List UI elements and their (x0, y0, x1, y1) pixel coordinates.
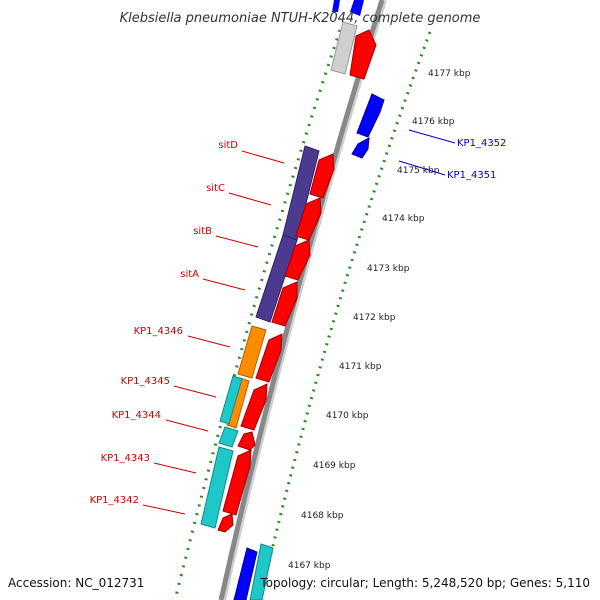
gene-cyan-4344[interactable] (218, 426, 239, 448)
tick-label-4175: 4175 kbp (397, 166, 440, 176)
gene-label-KP1_4351[interactable]: KP1_4351 (447, 170, 496, 181)
gene-blue-4352[interactable] (356, 93, 385, 138)
gene-label-lines (142, 129, 456, 515)
gene-labels: sitD sitC sitB sitA KP1_4346 KP1_4345 KP… (90, 138, 507, 506)
tick-label-4167: 4167 kbp (288, 561, 331, 571)
leader-4343 (153, 462, 197, 474)
gene-label-KP1_4352[interactable]: KP1_4352 (457, 138, 506, 149)
gene-label-sitB[interactable]: sitB (193, 226, 212, 237)
tick-label-4176: 4176 kbp (412, 117, 455, 127)
leader-4342 (142, 504, 186, 515)
gene-blue-top[interactable] (350, 0, 364, 16)
gene-grey-top[interactable] (330, 21, 358, 75)
gene-cyan-4345[interactable] (219, 375, 243, 425)
outer-scale-line (258, 31, 432, 600)
gene-red-sitC[interactable] (295, 197, 322, 241)
tick-label-4173: 4173 kbp (367, 264, 410, 274)
tick-label-4169: 4169 kbp (313, 461, 356, 471)
gene-red-sitD[interactable] (309, 153, 335, 199)
leader-sitC (228, 192, 272, 206)
gene-label-KP1_4342[interactable]: KP1_4342 (90, 495, 139, 506)
leader-4345 (173, 385, 217, 398)
gene-red-sitA[interactable] (271, 281, 298, 327)
gene-label-KP1_4345[interactable]: KP1_4345 (121, 376, 170, 387)
leader-sitA (202, 278, 246, 291)
gene-purple-sitC[interactable] (255, 234, 298, 323)
leader-sitB (215, 235, 259, 248)
gene-red-4344[interactable] (237, 431, 256, 451)
gene-cyan-4343[interactable] (200, 446, 234, 529)
leader-sitD (241, 150, 285, 164)
gene-label-sitA[interactable]: sitA (180, 269, 199, 280)
accession-text: Accession: NC_012731 (8, 576, 144, 590)
backbone-shadow (220, 0, 387, 600)
gene-red-top[interactable] (349, 29, 377, 80)
gene-red-4342[interactable] (217, 513, 234, 533)
gene-label-sitD[interactable]: sitD (218, 140, 238, 151)
tick-label-4177: 4177 kbp (428, 69, 471, 79)
tick-label-4172: 4172 kbp (353, 313, 396, 323)
gene-blue-top-left[interactable] (332, 0, 340, 12)
map-title: Klebsiella pneumoniae NTUH-K2044, comple… (120, 11, 481, 26)
gene-red-4343[interactable] (222, 449, 252, 516)
gene-red-sitB[interactable] (284, 239, 311, 281)
leader-4351 (398, 160, 446, 176)
outer-dotted-scale (258, 31, 432, 600)
tick-label-4174: 4174 kbp (382, 214, 425, 224)
leader-4352 (408, 129, 456, 144)
gene-cyan-bottom[interactable] (249, 543, 274, 600)
gene-orange-4346[interactable] (237, 325, 267, 379)
gene-label-KP1_4343[interactable]: KP1_4343 (101, 453, 150, 464)
tick-labels: 4167 kbp 4168 kbp 4169 kbp 4170 kbp 4171… (288, 69, 471, 571)
backbone (218, 0, 387, 600)
gene-label-sitC[interactable]: sitC (206, 183, 225, 194)
gene-blue-4351[interactable] (351, 137, 370, 159)
gene-label-KP1_4346[interactable]: KP1_4346 (134, 326, 183, 337)
genome-summary-text: Topology: circular; Length: 5,248,520 bp… (259, 576, 590, 590)
leader-4346 (187, 335, 231, 348)
gene-red-4346[interactable] (255, 333, 283, 383)
tick-label-4170: 4170 kbp (326, 411, 369, 421)
reverse-strand-genes (200, 0, 358, 600)
tick-label-4171: 4171 kbp (339, 362, 382, 372)
gene-blue-bottom[interactable] (233, 547, 258, 600)
forward-strand-genes (217, 0, 385, 600)
tick-label-4168: 4168 kbp (301, 511, 344, 521)
leader-4344 (165, 419, 209, 432)
gene-red-4345[interactable] (240, 383, 268, 431)
gene-label-KP1_4344[interactable]: KP1_4344 (112, 410, 161, 421)
